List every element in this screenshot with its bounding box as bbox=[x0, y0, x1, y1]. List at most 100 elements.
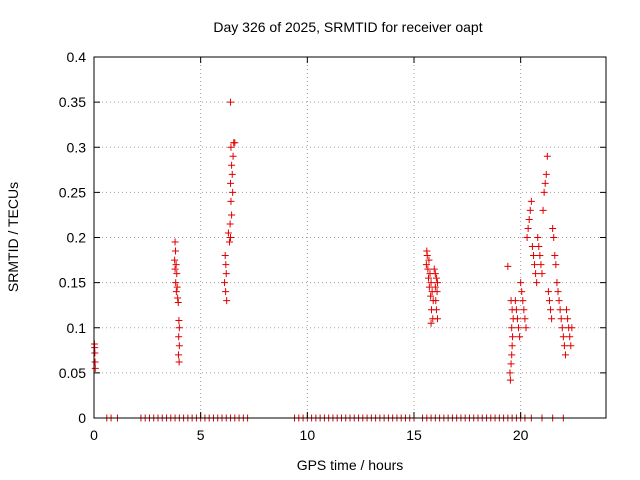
x-tick-label: 15 bbox=[406, 427, 422, 443]
data-point bbox=[558, 324, 566, 332]
data-point bbox=[227, 197, 235, 205]
data-point bbox=[425, 256, 433, 264]
data-point bbox=[425, 274, 433, 282]
data-point bbox=[229, 188, 237, 196]
data-point bbox=[518, 288, 526, 296]
data-point bbox=[175, 342, 183, 350]
data-point bbox=[544, 288, 552, 296]
grid-lines bbox=[94, 57, 606, 418]
x-tick-label: 0 bbox=[90, 427, 98, 443]
data-point bbox=[531, 261, 539, 269]
data-point bbox=[561, 351, 569, 359]
data-point bbox=[512, 306, 520, 314]
data-point bbox=[541, 179, 549, 187]
data-point bbox=[228, 211, 236, 219]
data-point bbox=[172, 288, 180, 296]
data-point bbox=[534, 234, 542, 241]
data-point bbox=[524, 224, 532, 232]
data-point bbox=[174, 298, 182, 306]
data-point bbox=[554, 288, 562, 296]
data-point bbox=[228, 170, 236, 178]
data-point bbox=[175, 333, 183, 341]
data-point bbox=[508, 342, 516, 350]
data-point bbox=[559, 333, 567, 341]
data-point bbox=[175, 358, 183, 366]
data-point bbox=[431, 270, 439, 278]
data-point bbox=[519, 297, 527, 305]
y-tick-label: 0.1 bbox=[67, 320, 87, 336]
data-point bbox=[525, 215, 533, 223]
y-tick-label: 0.35 bbox=[59, 94, 86, 110]
data-point bbox=[425, 283, 433, 291]
data-point bbox=[427, 319, 435, 327]
data-point bbox=[523, 234, 531, 241]
data-point bbox=[551, 252, 559, 260]
data-point bbox=[175, 324, 183, 332]
data-point bbox=[172, 261, 180, 269]
data-point bbox=[432, 297, 440, 305]
data-point bbox=[222, 261, 230, 269]
y-axis-label: SRMTID / TECUs bbox=[5, 182, 21, 292]
data-point bbox=[537, 261, 545, 269]
data-point bbox=[563, 306, 571, 314]
data-point bbox=[564, 315, 572, 323]
data-point bbox=[508, 324, 516, 332]
data-point bbox=[427, 279, 435, 287]
data-point bbox=[91, 349, 99, 357]
data-point bbox=[516, 333, 524, 341]
data-point bbox=[536, 252, 544, 260]
data-point bbox=[553, 279, 561, 287]
data-point bbox=[222, 288, 230, 296]
data-point bbox=[504, 262, 512, 270]
x-tick-label: 5 bbox=[197, 427, 205, 443]
data-point bbox=[545, 297, 553, 305]
data-point bbox=[508, 351, 516, 359]
data-point bbox=[223, 297, 231, 305]
data-point bbox=[226, 220, 234, 228]
data-point bbox=[528, 243, 536, 251]
data-point bbox=[431, 283, 439, 291]
data-point bbox=[430, 265, 438, 273]
data-point bbox=[543, 152, 551, 160]
data-point bbox=[422, 261, 430, 269]
data-point bbox=[228, 161, 236, 169]
y-tick-label: 0 bbox=[78, 410, 86, 426]
data-point bbox=[227, 234, 235, 241]
y-tick-label: 0.15 bbox=[59, 275, 86, 291]
data-point bbox=[432, 306, 440, 314]
data-point bbox=[506, 376, 514, 384]
data-point bbox=[432, 274, 440, 282]
data-point bbox=[540, 188, 548, 196]
y-tick-label: 0.25 bbox=[59, 184, 86, 200]
data-point bbox=[173, 270, 181, 278]
data-point bbox=[507, 360, 515, 368]
data-point bbox=[509, 333, 517, 341]
data-point bbox=[424, 265, 432, 273]
data-point bbox=[539, 206, 547, 214]
data-point bbox=[227, 179, 235, 187]
data-point bbox=[506, 369, 514, 377]
data-point bbox=[520, 306, 528, 314]
data-point bbox=[542, 170, 550, 178]
data-point bbox=[522, 324, 530, 332]
data-point bbox=[557, 315, 565, 323]
data-point bbox=[171, 247, 179, 255]
y-tick-label: 0.2 bbox=[67, 230, 87, 246]
data-point bbox=[222, 270, 230, 278]
axis-ticks bbox=[93, 56, 606, 419]
data-point bbox=[433, 315, 441, 323]
data-point bbox=[538, 270, 546, 278]
data-point bbox=[433, 288, 441, 296]
data-point bbox=[174, 351, 182, 359]
data-point bbox=[552, 261, 560, 269]
data-point bbox=[513, 315, 521, 323]
y-tick-label: 0.05 bbox=[59, 365, 86, 381]
data-point bbox=[433, 279, 441, 287]
data-point bbox=[527, 197, 535, 205]
data-point bbox=[221, 252, 229, 260]
data-point bbox=[423, 252, 431, 260]
data-point bbox=[547, 306, 555, 314]
data-point bbox=[555, 297, 563, 305]
data-point bbox=[560, 342, 568, 350]
